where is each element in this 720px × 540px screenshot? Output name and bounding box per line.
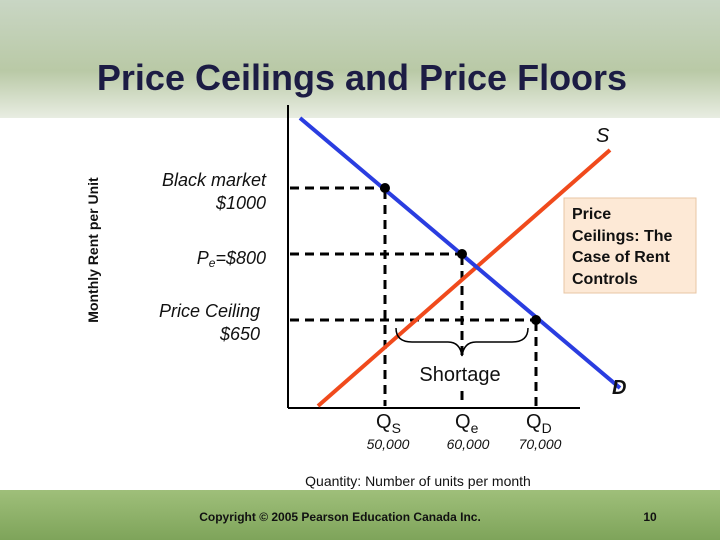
quantity-labels: QS Qe QD (376, 411, 552, 436)
equilibrium-price: Pe=$800 (197, 248, 266, 270)
shortage-label: Shortage (419, 364, 500, 386)
header-band (0, 0, 720, 118)
note: Price Ceilings: The Case of Rent Control… (572, 206, 673, 288)
brace (395, 327, 529, 357)
point (531, 315, 541, 325)
qs-value: 50,000 (367, 436, 410, 452)
black-market-price: $1000 (215, 193, 266, 213)
supply-curve (316, 148, 612, 408)
supply-label: S (596, 125, 610, 147)
point (457, 249, 467, 259)
shortage-box (396, 358, 520, 390)
price-ceiling-price: $650 (219, 324, 260, 344)
note-line: Ceilings: The (572, 228, 673, 245)
note-line: Controls (572, 271, 638, 288)
qe-value: 60,000 (447, 436, 490, 452)
qd-value: 70,000 (519, 436, 562, 452)
price-ceiling-label: Price Ceiling (159, 301, 260, 321)
point (380, 183, 390, 193)
y-axis-label: Monthly Rent per Unit (85, 177, 101, 323)
note-box (563, 197, 697, 294)
footer-band (0, 490, 720, 540)
title: Price Ceilings and Price Floors (97, 57, 627, 98)
qs-label: QS (376, 411, 401, 436)
note-line: Case of Rent (572, 249, 670, 266)
qe-label: Qe (455, 411, 479, 436)
black-market-label: Black market (162, 170, 267, 190)
copyright: Copyright © 2005 Pearson Education Canad… (199, 510, 481, 524)
page-number: 10 (643, 510, 657, 524)
note-line: Price (572, 206, 611, 223)
demand-label: D (612, 377, 626, 399)
qd-label: QD (526, 411, 552, 436)
x-axis-label: Quantity: Number of units per month (305, 473, 531, 489)
